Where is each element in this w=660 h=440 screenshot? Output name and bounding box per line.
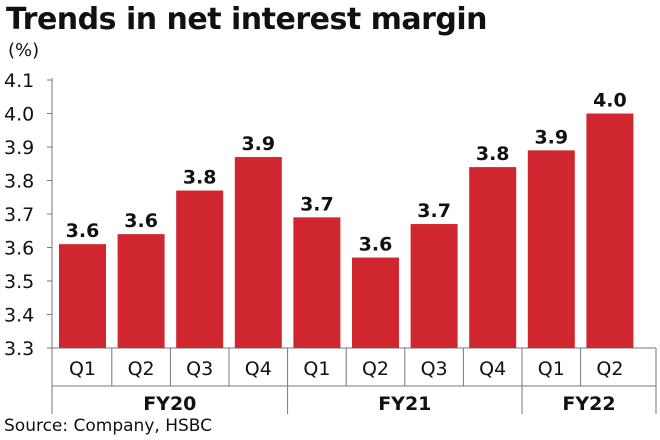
data-label: 3.9: [241, 133, 275, 155]
y-tick-label: 3.6: [4, 238, 34, 260]
x-tick-label: Q1: [538, 358, 565, 380]
y-tick-labels: 3.3 3.4 3.5 3.6 3.7 3.8 3.9 4.0 4.1: [4, 70, 34, 360]
y-tick-label: 3.7: [4, 204, 34, 226]
bar: [293, 217, 341, 348]
x-tick-label: Q2: [362, 358, 389, 380]
group-label: FY20: [143, 393, 196, 415]
x-tick-label: Q1: [69, 358, 96, 380]
data-labels: 3.6 3.6 3.8 3.9 3.7 3.6 3.7 3.8 3.9 4.0: [66, 90, 627, 256]
bar: [234, 157, 282, 348]
data-label: 3.6: [124, 210, 158, 232]
bar: [586, 113, 634, 348]
bar: [352, 257, 399, 348]
unit-label: (%): [8, 40, 40, 61]
y-tick-label: 3.5: [4, 271, 34, 293]
data-label: 3.8: [183, 167, 217, 189]
chart-title: Trends in net interest margin: [6, 2, 488, 37]
x-tick-label: Q2: [596, 358, 623, 380]
y-tick-label: 3.9: [4, 137, 34, 159]
bar: [59, 244, 106, 348]
bars: [59, 113, 634, 348]
data-label: 3.9: [534, 126, 568, 148]
data-label: 3.6: [66, 220, 100, 242]
data-label: 3.7: [300, 193, 334, 215]
data-label: 3.6: [359, 234, 393, 256]
bar: [527, 150, 575, 348]
bar: [410, 224, 458, 348]
y-tick-label: 3.4: [4, 305, 34, 327]
bar: [469, 167, 517, 348]
y-tick-label: 3.8: [4, 171, 34, 193]
x-tick-label: Q3: [421, 358, 448, 380]
group-label: FY22: [562, 393, 615, 415]
x-tick-label: Q3: [186, 358, 213, 380]
group-label: FY21: [378, 393, 431, 415]
group-labels: FY20 FY21 FY22: [143, 393, 615, 415]
x-tick-label: Q4: [245, 358, 272, 380]
data-label: 4.0: [593, 90, 627, 112]
x-tick-label: Q2: [128, 358, 155, 380]
x-tick-label: Q1: [303, 358, 330, 380]
data-label: 3.8: [476, 143, 510, 165]
y-tick-label: 4.0: [4, 104, 34, 126]
x-tick-label: Q4: [479, 358, 506, 380]
bar: [176, 190, 224, 348]
y-tick-label: 4.1: [4, 70, 34, 92]
y-tick-label: 3.3: [4, 338, 34, 360]
x-tick-labels: Q1 Q2 Q3 Q4 Q1 Q2 Q3 Q4 Q1 Q2: [69, 358, 623, 380]
data-label: 3.7: [417, 200, 451, 222]
bar: [117, 234, 165, 348]
source-note: Source: Company, HSBC: [4, 416, 213, 436]
